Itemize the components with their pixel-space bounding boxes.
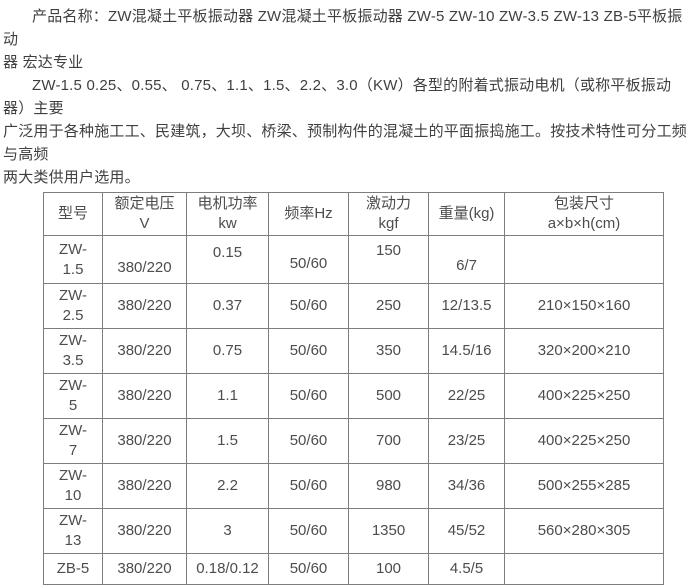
cell-weight: 14.5/16 bbox=[428, 328, 505, 374]
cell-force: 1350 bbox=[348, 508, 429, 554]
cell-frequency: 50/60 bbox=[268, 553, 349, 585]
cell-model: ZW- 10 bbox=[43, 463, 103, 509]
cell-voltage: 380/220 bbox=[102, 553, 187, 585]
cell-power: 3 bbox=[186, 508, 269, 554]
cell-model: ZW- 2.5 bbox=[43, 283, 103, 329]
cell-weight: 12/13.5 bbox=[428, 283, 505, 329]
cell-package-size: 320×200×210 bbox=[504, 328, 664, 374]
cell-weight: 4.5/5 bbox=[428, 553, 505, 585]
column-header-force: 激动力 kgf bbox=[348, 192, 429, 236]
cell-frequency: 50/60 bbox=[268, 235, 349, 284]
table-row: ZW- 5 380/220 1.1 50/60 500 22/25 400×22… bbox=[43, 373, 664, 419]
table-row: ZB-5 380/220 0.18/0.12 50/60 100 4.5/5 bbox=[43, 553, 664, 585]
cell-force: 250 bbox=[348, 283, 429, 329]
product-description-paragraph: ZW-1.5 0.25、0.55、 0.75、1.1、1.5、2.2、3.0（K… bbox=[3, 77, 688, 186]
spec-table-header-row: 型号 额定电压 V 电机功率 kw 频率Hz 激动力 kgf 重量(kg) 包装尺寸 a×b… bbox=[43, 192, 664, 236]
product-title-paragraph: 产品名称：ZW混凝土平板振动器 ZW混凝土平板振动器 ZW-5 ZW-10 ZW… bbox=[3, 8, 683, 71]
cell-model: ZW- 13 bbox=[43, 508, 103, 554]
cell-force: 980 bbox=[348, 463, 429, 509]
cell-weight: 34/36 bbox=[428, 463, 505, 509]
cell-voltage: 380/220 bbox=[102, 463, 187, 509]
cell-model: ZW- 7 bbox=[43, 418, 103, 464]
cell-force: 350 bbox=[348, 328, 429, 374]
cell-power: 1.5 bbox=[186, 418, 269, 464]
cell-force: 500 bbox=[348, 373, 429, 419]
table-row: ZW- 1.5 380/220 0.15 50/60 150 6/7 bbox=[43, 235, 664, 284]
cell-model: ZW- 1.5 bbox=[43, 235, 103, 284]
cell-voltage: 380/220 bbox=[102, 328, 187, 374]
cell-power: 0.15 bbox=[186, 235, 269, 284]
column-header-voltage: 额定电压 V bbox=[102, 192, 187, 236]
column-header-package: 包装尺寸 a×b×h(cm) bbox=[504, 192, 664, 236]
cell-frequency: 50/60 bbox=[268, 508, 349, 554]
cell-force: 100 bbox=[348, 553, 429, 585]
cell-frequency: 50/60 bbox=[268, 373, 349, 419]
column-header-power: 电机功率 kw bbox=[186, 192, 269, 236]
cell-voltage: 380/220 bbox=[102, 283, 187, 329]
cell-frequency: 50/60 bbox=[268, 463, 349, 509]
cell-force: 700 bbox=[348, 418, 429, 464]
cell-weight: 6/7 bbox=[428, 235, 505, 284]
cell-power: 0.75 bbox=[186, 328, 269, 374]
cell-package-size: 210×150×160 bbox=[504, 283, 664, 329]
spec-table-body: ZW- 1.5 380/220 0.15 50/60 150 6/7 ZW- 2… bbox=[43, 235, 664, 585]
cell-power: 0.18/0.12 bbox=[186, 553, 269, 585]
cell-weight: 45/52 bbox=[428, 508, 505, 554]
cell-model: ZW- 3.5 bbox=[43, 328, 103, 374]
cell-package-size bbox=[504, 235, 664, 284]
cell-power: 0.37 bbox=[186, 283, 269, 329]
cell-force: 150 bbox=[348, 235, 429, 284]
cell-frequency: 50/60 bbox=[268, 328, 349, 374]
table-row: ZW- 10 380/220 2.2 50/60 980 34/36 500×2… bbox=[43, 463, 664, 509]
cell-voltage: 380/220 bbox=[102, 373, 187, 419]
cell-voltage: 380/220 bbox=[102, 508, 187, 554]
cell-package-size bbox=[504, 553, 664, 585]
cell-package-size: 560×280×305 bbox=[504, 508, 664, 554]
spec-table: 型号 额定电压 V 电机功率 kw 频率Hz 激动力 kgf 重量(kg) 包装尺寸 a×b… bbox=[43, 192, 664, 585]
cell-package-size: 400×225×250 bbox=[504, 418, 664, 464]
column-header-model: 型号 bbox=[43, 192, 103, 236]
cell-frequency: 50/60 bbox=[268, 283, 349, 329]
cell-model: ZW- 5 bbox=[43, 373, 103, 419]
cell-model: ZB-5 bbox=[43, 553, 103, 585]
cell-package-size: 500×255×285 bbox=[504, 463, 664, 509]
cell-frequency: 50/60 bbox=[268, 418, 349, 464]
cell-weight: 23/25 bbox=[428, 418, 505, 464]
table-row: ZW- 3.5 380/220 0.75 50/60 350 14.5/16 3… bbox=[43, 328, 664, 374]
column-header-weight: 重量(kg) bbox=[428, 192, 505, 236]
table-row: ZW- 7 380/220 1.5 50/60 700 23/25 400×22… bbox=[43, 418, 664, 464]
cell-power: 1.1 bbox=[186, 373, 269, 419]
cell-weight: 22/25 bbox=[428, 373, 505, 419]
cell-power: 2.2 bbox=[186, 463, 269, 509]
table-row: ZW- 13 380/220 3 50/60 1350 45/52 560×28… bbox=[43, 508, 664, 554]
cell-voltage: 380/220 bbox=[102, 235, 187, 284]
cell-package-size: 400×225×250 bbox=[504, 373, 664, 419]
cell-voltage: 380/220 bbox=[102, 418, 187, 464]
column-header-frequency: 频率Hz bbox=[268, 192, 349, 236]
table-row: ZW- 2.5 380/220 0.37 50/60 250 12/13.5 2… bbox=[43, 283, 664, 329]
